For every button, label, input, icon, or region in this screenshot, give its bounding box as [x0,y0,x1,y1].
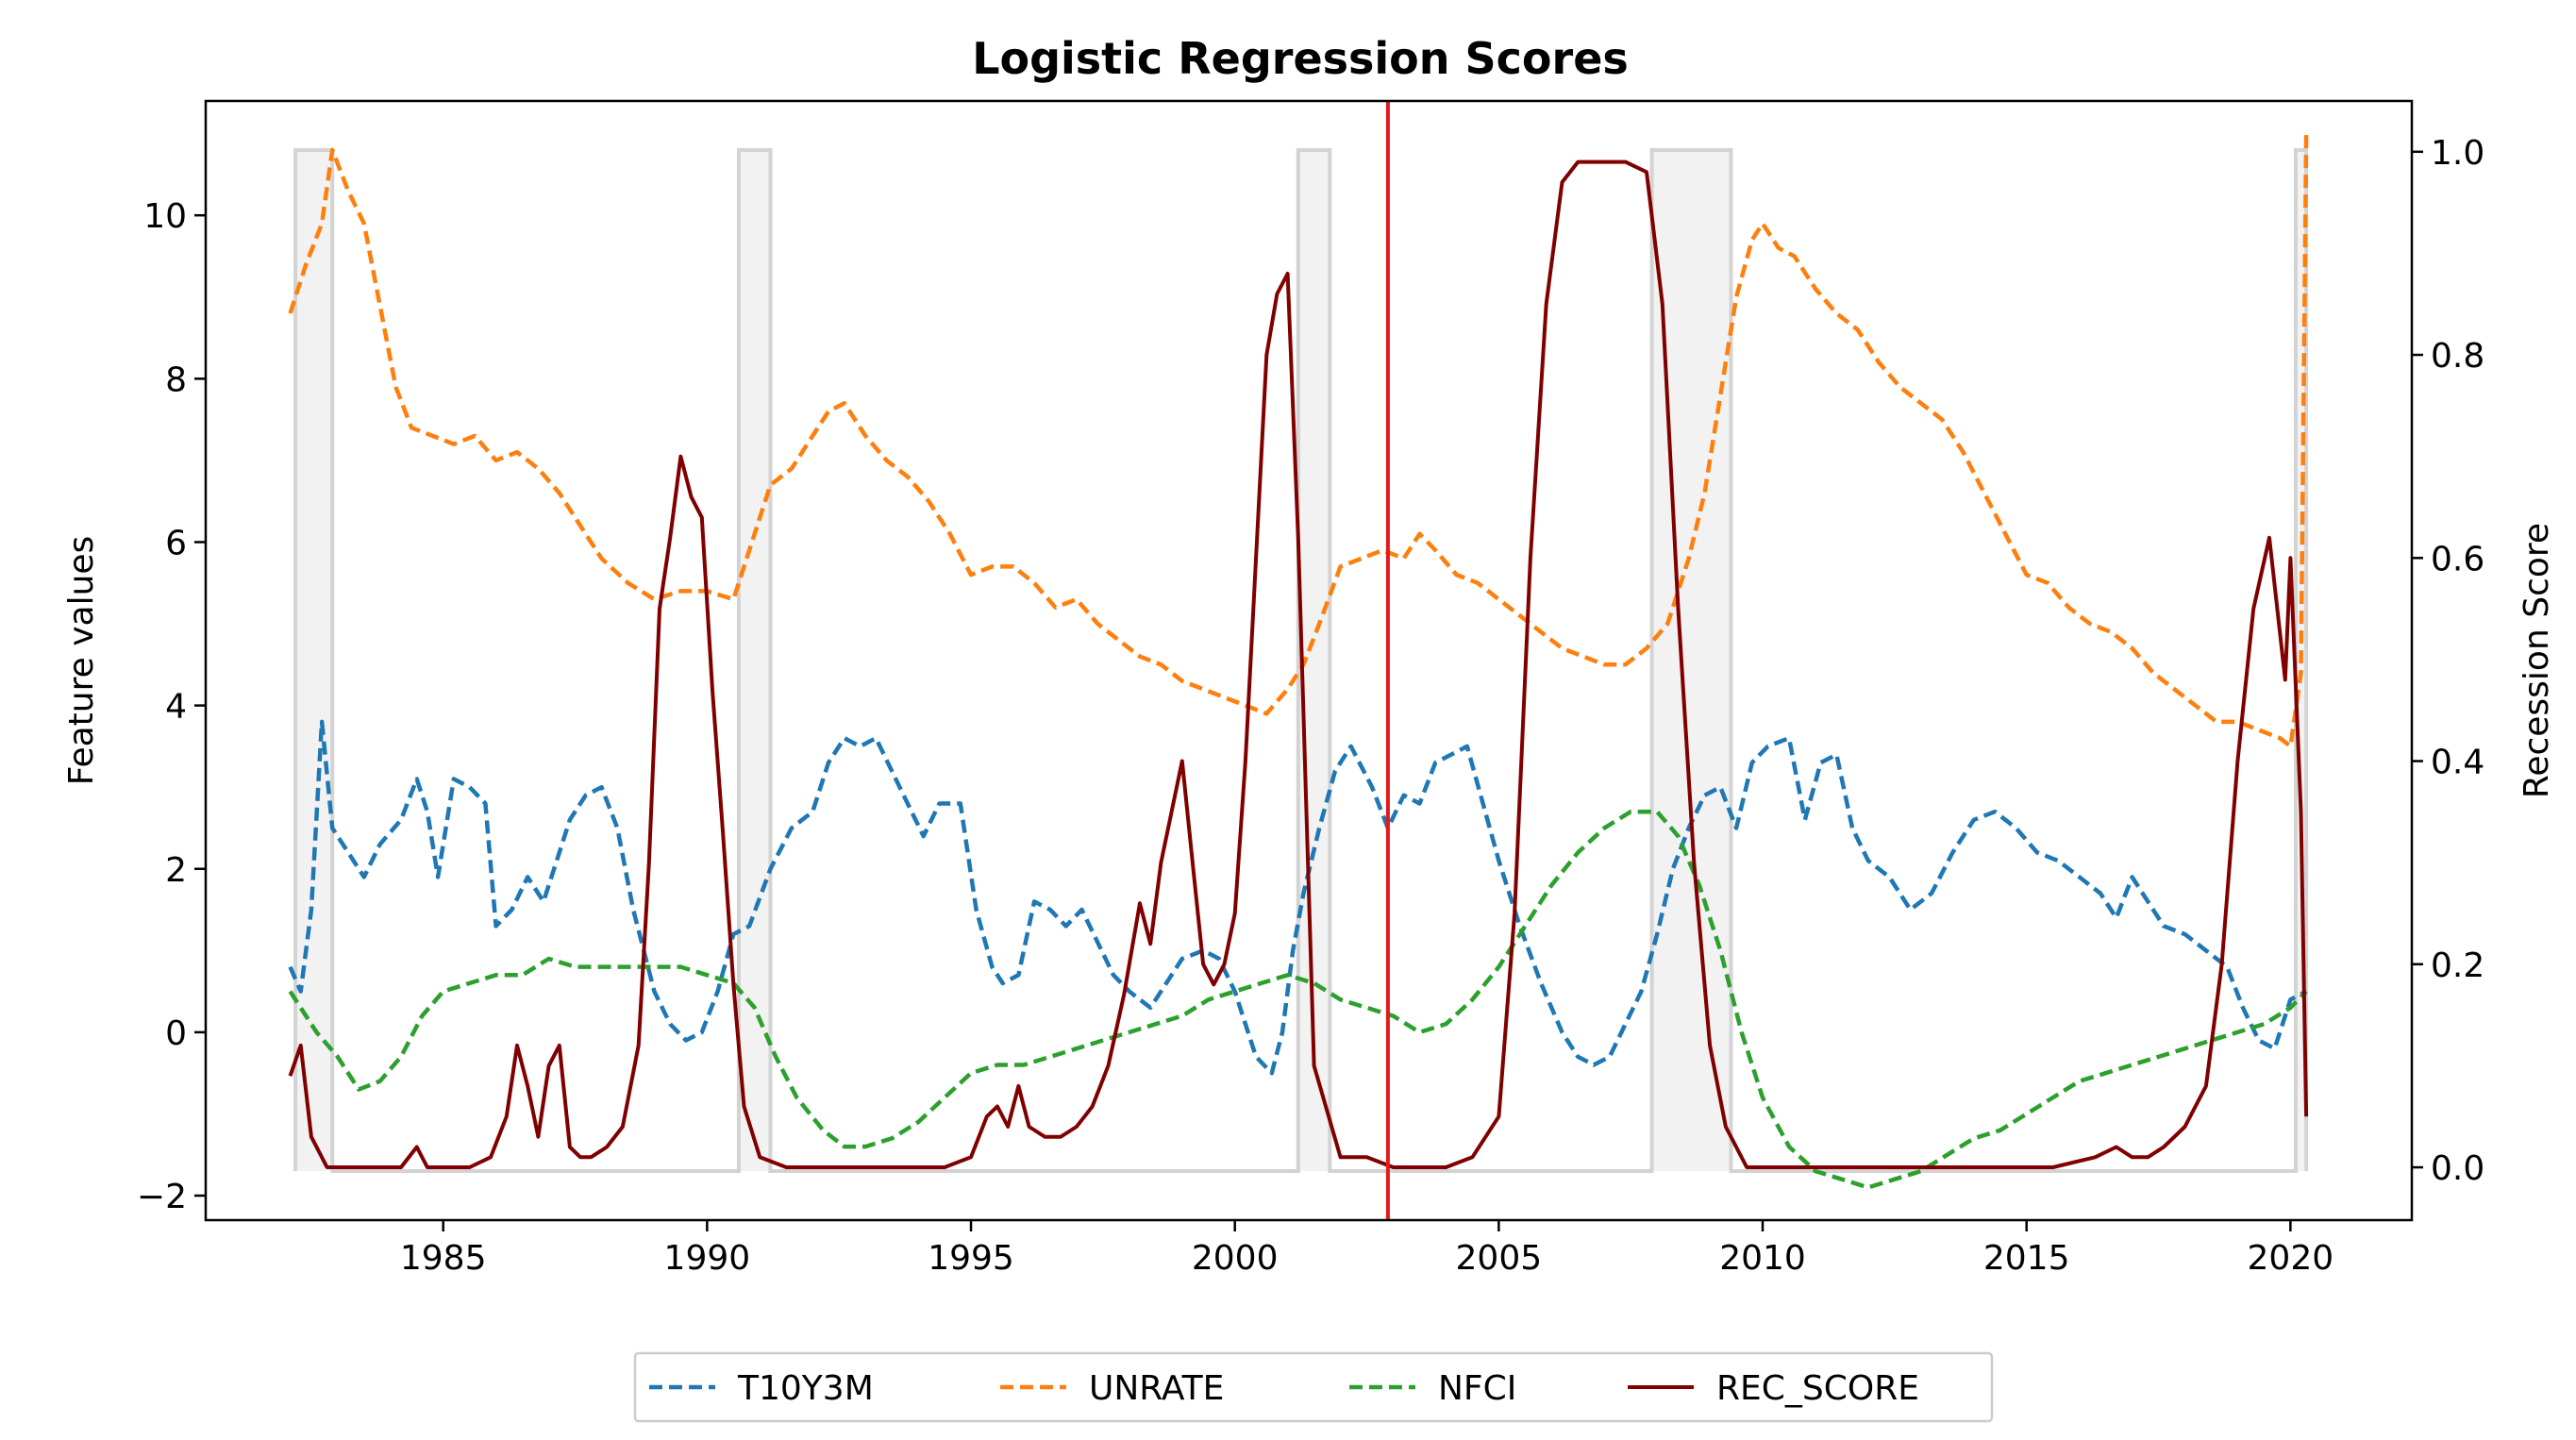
series-line-rec-score [288,159,2309,1169]
y-tick-label-left: −2 [137,1178,187,1216]
recession-band [738,149,771,1172]
legend-label: REC_SCORE [1716,1369,1919,1408]
y-tick-label-right: 0.2 [2431,946,2484,985]
y-tick-label-left: 2 [165,851,187,890]
series-line-nfci [288,809,2308,1190]
recession-outline [293,147,2309,1174]
y-axis-label-right: Recession Score [2517,523,2556,798]
x-tick-label: 1985 [400,1239,487,1278]
x-tick-label: 2000 [1192,1239,1279,1278]
legend-label: T10Y3M [737,1369,874,1408]
series-line-t10y3m [288,719,2308,1076]
y-tick-label-left: 0 [165,1014,187,1053]
legend-box [633,1351,1994,1423]
y-tick-label-left: 4 [165,688,187,727]
recession-shading [293,147,2309,1174]
plot-frame [204,99,2414,1222]
x-tick-label: 2010 [1719,1239,1806,1278]
y-tick-label-right: 1.0 [2431,134,2484,173]
x-tick-label: 2005 [1456,1239,1543,1278]
x-tick-label: 2015 [1983,1239,2070,1278]
y-axis-right: 0.0 0.2 0.4 0.6 0.8 1.0 [2412,134,2484,1188]
legend-label: UNRATE [1089,1369,1224,1408]
y-axis-left: −2 0 2 4 6 8 10 [137,197,206,1216]
x-tick-label: 2020 [2248,1239,2334,1278]
series-line-unrate [288,133,2309,749]
y-tick-label-right: 0.4 [2431,744,2484,782]
y-tick-label-right: 0.8 [2431,337,2484,376]
series-lines [288,133,2309,1190]
y-tick-label-left: 6 [165,524,187,562]
y-axis-label-left: Feature values [62,536,101,786]
x-axis: 1985 1990 1995 2000 2005 2010 2015 2020 [400,1220,2333,1278]
x-tick-label: 1990 [664,1239,751,1278]
x-tick-label: 1995 [928,1239,1014,1278]
legend-label: NFCI [1438,1369,1516,1408]
y-tick-label-left: 8 [165,360,187,399]
legend: T10Y3M UNRATE NFCI REC_SCORE [633,1351,1994,1423]
y-tick-label-left: 10 [143,197,187,236]
chart-title: Logistic Regression Scores [972,33,1629,84]
y-tick-label-right: 0.6 [2431,540,2484,578]
recession-band [295,149,333,1172]
y-tick-label-right: 0.0 [2431,1149,2484,1188]
